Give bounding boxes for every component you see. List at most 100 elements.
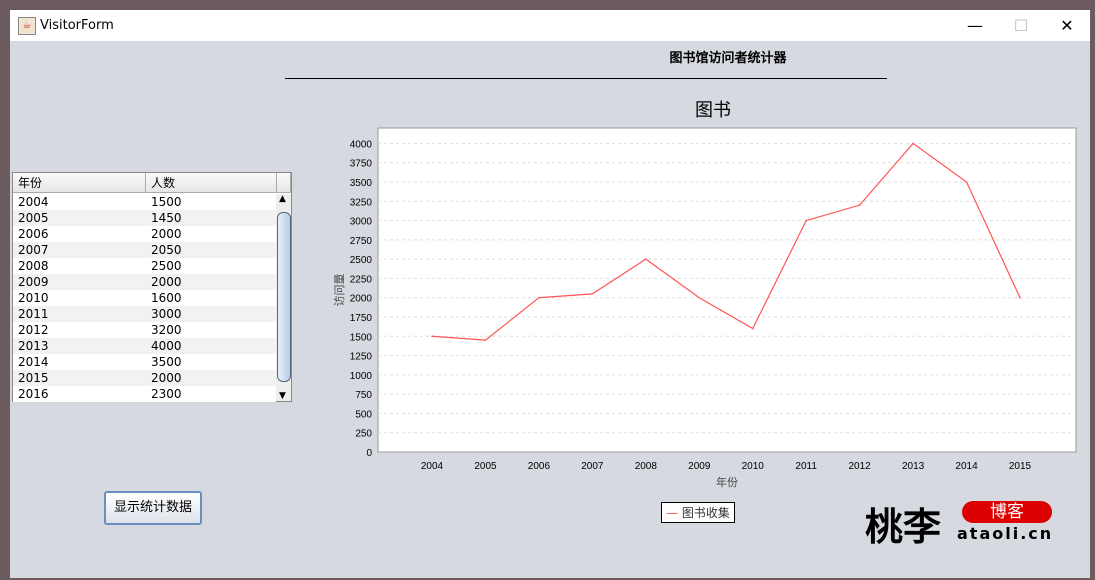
y-tick-label: 4000 bbox=[350, 139, 373, 150]
cell-year: 2016 bbox=[18, 387, 49, 401]
table-row[interactable]: 2012 3200 bbox=[13, 322, 276, 338]
cell-year: 2004 bbox=[18, 195, 49, 209]
cell-year: 2006 bbox=[18, 227, 49, 241]
chart-legend: — 图书收集 bbox=[661, 502, 735, 523]
divider bbox=[285, 78, 887, 79]
table-row[interactable]: 2008 2500 bbox=[13, 258, 276, 274]
cell-year: 2010 bbox=[18, 291, 49, 305]
x-axis-label: 年份 bbox=[716, 475, 738, 489]
data-point bbox=[484, 339, 487, 341]
cell-count: 2500 bbox=[151, 259, 182, 273]
cell-count: 1600 bbox=[151, 291, 182, 305]
table-row[interactable]: 2010 1600 bbox=[13, 290, 276, 306]
y-tick-label: 0 bbox=[366, 448, 372, 459]
x-tick-label: 2009 bbox=[688, 461, 711, 472]
cell-year: 2007 bbox=[18, 243, 49, 257]
cell-count: 1500 bbox=[151, 195, 182, 209]
window-title: VisitorForm bbox=[40, 18, 114, 33]
logo: 桃李 博客 ataoli.cn bbox=[865, 501, 1054, 549]
data-point bbox=[431, 335, 433, 338]
chart-title: 图书 bbox=[695, 100, 731, 121]
data-point bbox=[1019, 296, 1021, 299]
column-header-corner bbox=[277, 173, 291, 193]
data-point bbox=[591, 293, 594, 295]
legend-label: 图书收集 bbox=[681, 506, 730, 520]
data-point bbox=[805, 219, 807, 222]
scroll-down-icon[interactable]: ▼ bbox=[279, 391, 286, 401]
java-app-icon: ☕ bbox=[18, 17, 36, 35]
data-point bbox=[965, 181, 968, 183]
maximize-button[interactable]: ☐ bbox=[1013, 16, 1029, 35]
y-tick-label: 2000 bbox=[350, 294, 373, 305]
data-point bbox=[645, 258, 647, 260]
cell-year: 2014 bbox=[18, 355, 49, 369]
x-tick-label: 2007 bbox=[581, 461, 604, 472]
x-tick-label: 2004 bbox=[421, 461, 444, 472]
data-point bbox=[698, 296, 701, 299]
cell-year: 2012 bbox=[18, 323, 49, 337]
cell-count: 2000 bbox=[151, 227, 182, 241]
table-row[interactable]: 2013 4000 bbox=[13, 338, 276, 354]
x-tick-label: 2008 bbox=[635, 461, 658, 472]
scroll-up-icon[interactable]: ▲ bbox=[279, 194, 286, 204]
x-tick-label: 2014 bbox=[955, 461, 978, 472]
series-line bbox=[431, 142, 1021, 341]
x-tick-label: 2012 bbox=[849, 461, 872, 472]
minimize-button[interactable]: — bbox=[967, 16, 983, 35]
x-tick-label: 2011 bbox=[795, 461, 817, 472]
scrollbar-thumb[interactable] bbox=[277, 212, 291, 382]
y-tick-label: 500 bbox=[355, 409, 372, 420]
window-body: 图书馆访问者统计器 年份 人数 2004 1500 2005 1450 2006 2000… bbox=[10, 41, 1090, 578]
y-axis-label: 访问量 bbox=[333, 274, 346, 307]
table-row[interactable]: 2009 2000 bbox=[13, 274, 276, 290]
cell-count: 2300 bbox=[151, 387, 182, 401]
cell-year: 2015 bbox=[18, 371, 49, 385]
table-row[interactable]: 2005 1450 bbox=[13, 210, 276, 226]
title-bar: ☕ VisitorForm — ☐ ✕ bbox=[10, 10, 1090, 41]
cell-count: 2000 bbox=[151, 275, 182, 289]
y-tick-label: 1250 bbox=[350, 352, 373, 363]
y-tick-label: 3500 bbox=[350, 178, 373, 189]
y-tick-label: 1750 bbox=[350, 313, 373, 324]
column-header-year[interactable]: 年份 bbox=[13, 173, 146, 193]
table-row[interactable]: 2007 2050 bbox=[13, 242, 276, 258]
y-tick-label: 3250 bbox=[350, 197, 373, 208]
line-chart: 图书 0 250 500 750 1000 1250 1500 1750 2000 2250 2500… bbox=[333, 100, 1077, 489]
plot-area bbox=[377, 127, 1077, 453]
y-tick-label: 750 bbox=[355, 390, 372, 401]
column-header-count[interactable]: 人数 bbox=[146, 173, 277, 193]
data-point bbox=[751, 327, 754, 330]
cell-year: 2005 bbox=[18, 211, 49, 225]
table-row[interactable]: 2011 3000 bbox=[13, 306, 276, 322]
table-row[interactable]: 2015 2000 bbox=[13, 370, 276, 386]
table-row[interactable]: 2006 2000 bbox=[13, 226, 276, 242]
y-tick-label: 2250 bbox=[350, 274, 373, 285]
vertical-scrollbar[interactable]: ▲ ▼ bbox=[276, 194, 291, 401]
y-tick-label: 250 bbox=[355, 429, 372, 440]
cell-count: 4000 bbox=[151, 339, 182, 353]
y-tick-label: 3000 bbox=[350, 217, 373, 228]
show-stats-button[interactable]: 显示统计数据 bbox=[104, 491, 202, 525]
page-title: 图书馆访问者统计器 bbox=[669, 51, 787, 66]
x-tick-label: 2015 bbox=[1009, 461, 1032, 472]
cell-count: 1450 bbox=[151, 211, 182, 225]
table-row[interactable]: 2014 3500 bbox=[13, 354, 276, 370]
cell-count: 3500 bbox=[151, 355, 182, 369]
y-tick-label: 1000 bbox=[350, 371, 373, 382]
data-table: 年份 人数 2004 1500 2005 1450 2006 2000 2007 2050 20… bbox=[12, 172, 292, 402]
legend-line-icon: — bbox=[666, 506, 678, 520]
table-row[interactable]: 2004 1500 bbox=[13, 194, 276, 210]
y-tick-label: 1500 bbox=[350, 332, 373, 343]
cell-count: 2000 bbox=[151, 371, 182, 385]
data-point bbox=[858, 204, 861, 206]
x-tick-label: 2005 bbox=[474, 461, 497, 472]
x-tick-label: 2006 bbox=[528, 461, 551, 472]
data-point bbox=[912, 142, 914, 145]
y-tick-label: 2750 bbox=[350, 236, 373, 247]
y-tick-label: 2500 bbox=[350, 255, 373, 266]
y-tick-label: 3750 bbox=[350, 159, 373, 170]
close-button[interactable]: ✕ bbox=[1060, 16, 1074, 35]
data-point bbox=[538, 296, 540, 299]
cell-count: 2050 bbox=[151, 243, 182, 257]
table-row[interactable]: 2016 2300 bbox=[13, 386, 276, 402]
